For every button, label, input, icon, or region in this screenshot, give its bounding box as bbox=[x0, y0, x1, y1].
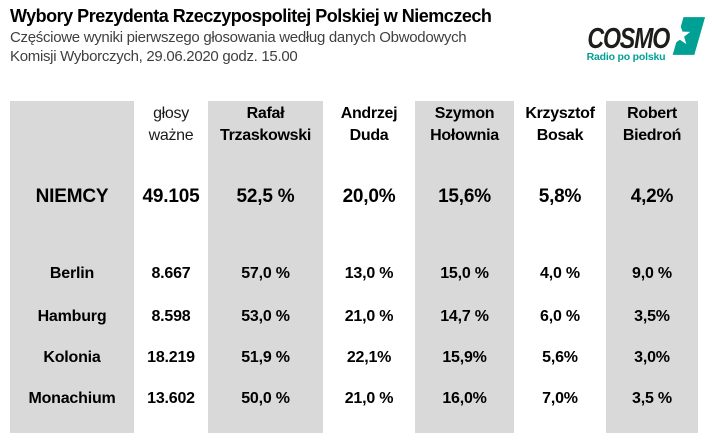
summary-result-cell: 52,5 % bbox=[236, 186, 295, 207]
city-result-cell: 7,0% bbox=[542, 389, 578, 407]
summary-result-cell: 4,2% bbox=[630, 186, 674, 207]
city-result-cell: 15,0 % bbox=[440, 265, 489, 282]
column-header-line: ważne bbox=[148, 126, 194, 144]
city-region-cell: Hamburg bbox=[37, 307, 107, 325]
city-result-cell: 57,0 % bbox=[241, 265, 290, 282]
city-result-cell: 22,1% bbox=[346, 348, 392, 366]
city-result-cell: 3,5% bbox=[634, 307, 670, 325]
column-header-holownia: Szymon Hołownia bbox=[415, 101, 514, 158]
subtitle: Częściowe wyniki pierwszego głosowania w… bbox=[10, 29, 467, 66]
city-result-cell: 6,0 % bbox=[540, 307, 580, 325]
city-result-cell: 15,9% bbox=[442, 348, 487, 366]
city-result-cell: 50,0 % bbox=[241, 389, 290, 407]
city-valid-votes-cell: 13.602 bbox=[147, 389, 195, 407]
cosmo-wordmark: COSMO bbox=[587, 22, 670, 55]
column-header-line: Trzaskowski bbox=[220, 126, 311, 144]
city-result-cell: 14,7 % bbox=[440, 307, 489, 325]
city-region-cell: Kolonia bbox=[43, 348, 101, 366]
subtitle-line-2: Komisji Wyborczych, 29.06.2020 godz. 15.… bbox=[10, 47, 298, 65]
summary-result-cell: 15,6% bbox=[438, 186, 491, 207]
city-result-cell: 9,0 % bbox=[632, 265, 672, 282]
summary-result-cell: 5,8% bbox=[538, 186, 582, 207]
city-result-cell: 21,0 % bbox=[344, 307, 394, 325]
cosmo-flag-star-icon bbox=[670, 17, 706, 55]
column-header-line: Rafał bbox=[246, 105, 285, 122]
summary-region-cell: NIEMCY bbox=[35, 186, 109, 207]
column-header-line: Andrzej bbox=[340, 105, 398, 122]
cosmo-tagline: Radio po polsku bbox=[586, 51, 666, 63]
column-background-biedron bbox=[606, 101, 698, 433]
summary-valid-votes-cell: 49.105 bbox=[142, 186, 200, 207]
city-result-cell: 16,0% bbox=[442, 389, 487, 407]
column-header-bosak: Krzysztof Bosak bbox=[514, 101, 606, 158]
column-header-trzaskowski: Rafał Trzaskowski bbox=[208, 101, 323, 158]
city-result-cell: 21,0 % bbox=[344, 389, 394, 407]
column-background-trzaskowski bbox=[208, 101, 323, 433]
column-header-line: Szymon bbox=[434, 105, 495, 122]
column-header-line: Hołownia bbox=[430, 126, 499, 144]
summary-result-cell: 20,0% bbox=[342, 186, 396, 207]
column-header-line: Robert bbox=[627, 105, 677, 122]
column-header-line: Bosak bbox=[536, 126, 584, 144]
column-background-holownia bbox=[415, 101, 514, 433]
column-header-line: Duda bbox=[349, 126, 389, 144]
city-result-cell: 3,5 % bbox=[632, 389, 672, 407]
column-header-line: głosy bbox=[153, 105, 189, 122]
city-valid-votes-cell: 18.219 bbox=[147, 348, 195, 366]
city-valid-votes-cell: 8.598 bbox=[151, 307, 191, 325]
results-table: głosy ważne Rafał Trzaskowski Andrzej Du… bbox=[10, 101, 698, 433]
cosmo-logo-main: COSMO bbox=[584, 14, 706, 58]
city-result-cell: 51,9 % bbox=[241, 348, 290, 366]
city-region-cell: Monachium bbox=[28, 389, 116, 407]
city-result-cell: 3,0% bbox=[634, 348, 670, 366]
city-result-cell: 13,0 % bbox=[344, 265, 394, 282]
column-header-line: Krzysztof bbox=[525, 105, 595, 122]
column-header-line: Biedroń bbox=[622, 126, 682, 144]
cosmo-logo: COSMO Radio po polsku bbox=[584, 14, 706, 63]
city-region-cell: Berlin bbox=[49, 265, 95, 282]
column-header-biedron: Robert Biedroń bbox=[606, 101, 698, 158]
subtitle-line-1: Częściowe wyniki pierwszego głosowania w… bbox=[10, 29, 467, 46]
city-result-cell: 5,6% bbox=[542, 348, 578, 366]
column-background-region bbox=[10, 101, 134, 433]
city-result-cell: 4,0 % bbox=[540, 265, 580, 282]
city-valid-votes-cell: 8.667 bbox=[151, 265, 191, 282]
city-result-cell: 53,0 % bbox=[241, 307, 290, 325]
page-title: Wybory Prezydenta Rzeczypospolitej Polsk… bbox=[10, 6, 492, 26]
column-header-duda: Andrzej Duda bbox=[323, 101, 415, 158]
column-header-valid-votes: głosy ważne bbox=[134, 101, 208, 158]
